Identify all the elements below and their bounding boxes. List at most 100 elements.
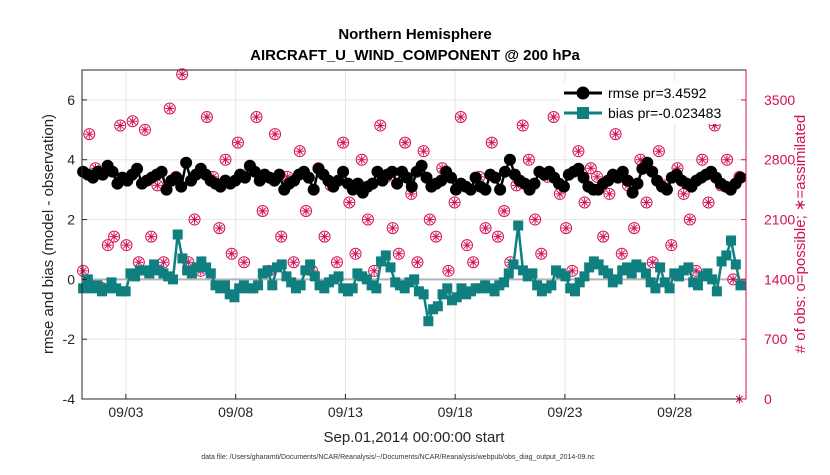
possible-obs-marker bbox=[343, 196, 356, 209]
legend-bias-marker bbox=[577, 107, 589, 119]
bias-marker bbox=[655, 262, 666, 273]
possible-obs-marker bbox=[145, 230, 158, 243]
assimilated-obs-marker bbox=[530, 215, 540, 225]
bias-marker bbox=[721, 250, 732, 261]
bias-marker bbox=[730, 259, 741, 270]
assimilated-obs-marker bbox=[202, 112, 212, 122]
possible-obs-marker bbox=[101, 239, 114, 252]
asterisk-stroke bbox=[599, 233, 607, 241]
possible-obs-marker bbox=[423, 213, 436, 226]
asterisk-stroke bbox=[581, 198, 589, 206]
rmse-marker bbox=[386, 165, 399, 178]
rmse-marker bbox=[445, 171, 458, 184]
possible-obs-marker bbox=[584, 162, 597, 175]
bias-marker bbox=[186, 268, 197, 279]
asterisk-stroke bbox=[469, 258, 477, 266]
assimilated-obs-marker bbox=[573, 146, 583, 156]
possible-obs-marker bbox=[188, 213, 201, 226]
possible-obs-marker bbox=[448, 196, 461, 209]
possible-obs-marker bbox=[547, 111, 560, 123]
possible-obs-marker bbox=[269, 128, 282, 141]
asterisk-stroke bbox=[451, 198, 459, 206]
assimilated-obs-marker bbox=[146, 232, 156, 242]
bias-marker bbox=[726, 235, 737, 246]
assimilated-obs-marker bbox=[611, 129, 621, 139]
rmse-marker bbox=[631, 177, 644, 190]
assimilated-obs-marker bbox=[276, 232, 286, 242]
asterisk-stroke bbox=[358, 156, 366, 164]
bias-marker bbox=[702, 268, 713, 279]
possible-obs-marker bbox=[299, 205, 312, 217]
asterisk-stroke bbox=[215, 224, 223, 232]
asterisk-stroke bbox=[191, 216, 199, 224]
asterisk-stroke bbox=[531, 216, 539, 224]
possible-obs-marker bbox=[628, 222, 641, 235]
assimilated-obs-marker bbox=[239, 257, 249, 267]
asterisk-stroke bbox=[494, 233, 502, 241]
bias-marker bbox=[503, 268, 514, 279]
assimilated-obs-marker bbox=[679, 189, 689, 199]
bias-marker bbox=[423, 316, 434, 327]
bias-marker bbox=[574, 277, 585, 288]
asterisk-stroke bbox=[420, 147, 428, 155]
assimilated-obs-marker bbox=[443, 266, 453, 276]
rmse-marker bbox=[400, 171, 413, 184]
assimilated-obs-marker bbox=[586, 163, 596, 173]
bias-marker bbox=[347, 283, 358, 294]
asterisk-stroke bbox=[129, 117, 137, 125]
assimilated-obs-marker bbox=[598, 232, 608, 242]
bias-marker bbox=[295, 280, 306, 291]
assimilated-obs-marker bbox=[493, 232, 503, 242]
asterisk-stroke bbox=[283, 173, 291, 181]
possible-obs-marker bbox=[498, 205, 511, 217]
possible-obs-marker bbox=[591, 170, 604, 183]
assimilated-obs-marker bbox=[617, 249, 627, 259]
possible-obs-marker bbox=[219, 153, 232, 166]
assimilated-obs-marker bbox=[654, 146, 664, 156]
possible-obs-marker bbox=[287, 256, 300, 269]
possible-obs-marker bbox=[597, 230, 610, 243]
assimilated-obs-marker bbox=[159, 257, 169, 267]
y-right-tick-label: 0 bbox=[764, 391, 772, 407]
bias-marker bbox=[130, 271, 141, 282]
bias-marker bbox=[735, 280, 746, 291]
asterisk-stroke bbox=[259, 207, 267, 215]
bias-marker bbox=[451, 292, 462, 303]
x-axis-label: Sep.01,2014 00:00:00 start bbox=[324, 429, 506, 446]
rmse-marker bbox=[170, 171, 183, 184]
rmse-marker bbox=[572, 162, 585, 175]
asterisk-stroke bbox=[636, 156, 644, 164]
rmse-marker bbox=[626, 186, 639, 199]
bias-marker bbox=[593, 259, 604, 270]
possible-obs-marker bbox=[374, 119, 387, 132]
assimilated-obs-marker bbox=[666, 240, 676, 250]
possible-obs-marker bbox=[411, 256, 424, 269]
asterisk-stroke bbox=[593, 173, 601, 181]
bias-marker bbox=[267, 280, 278, 291]
bias-marker bbox=[584, 262, 595, 273]
bias-marker bbox=[196, 256, 207, 267]
y-right-tick-label: 700 bbox=[764, 331, 788, 347]
bias-marker bbox=[380, 250, 391, 261]
rmse-marker bbox=[155, 165, 168, 178]
rmse-marker bbox=[131, 162, 144, 175]
chart-title-line1: Northern Hemisphere bbox=[338, 26, 491, 43]
possible-obs-marker bbox=[126, 115, 139, 128]
bias-marker bbox=[253, 280, 264, 291]
assimilated-obs-marker bbox=[357, 155, 367, 165]
rmse-marker bbox=[405, 180, 418, 193]
assimilated-obs-marker bbox=[270, 129, 280, 139]
possible-obs-marker bbox=[721, 153, 734, 166]
assimilated-obs-marker bbox=[320, 232, 330, 242]
bias-marker bbox=[149, 259, 160, 270]
bias-marker bbox=[333, 271, 344, 282]
possible-obs-marker bbox=[615, 247, 628, 260]
bias-marker bbox=[144, 268, 155, 279]
bias-marker bbox=[385, 262, 396, 273]
asterisk-stroke bbox=[370, 267, 378, 275]
asterisk-stroke bbox=[234, 139, 242, 147]
possible-obs-marker bbox=[361, 213, 374, 226]
assimilated-obs-marker bbox=[128, 116, 138, 126]
assimilated-obs-marker bbox=[375, 121, 385, 131]
bias-marker bbox=[201, 262, 212, 273]
